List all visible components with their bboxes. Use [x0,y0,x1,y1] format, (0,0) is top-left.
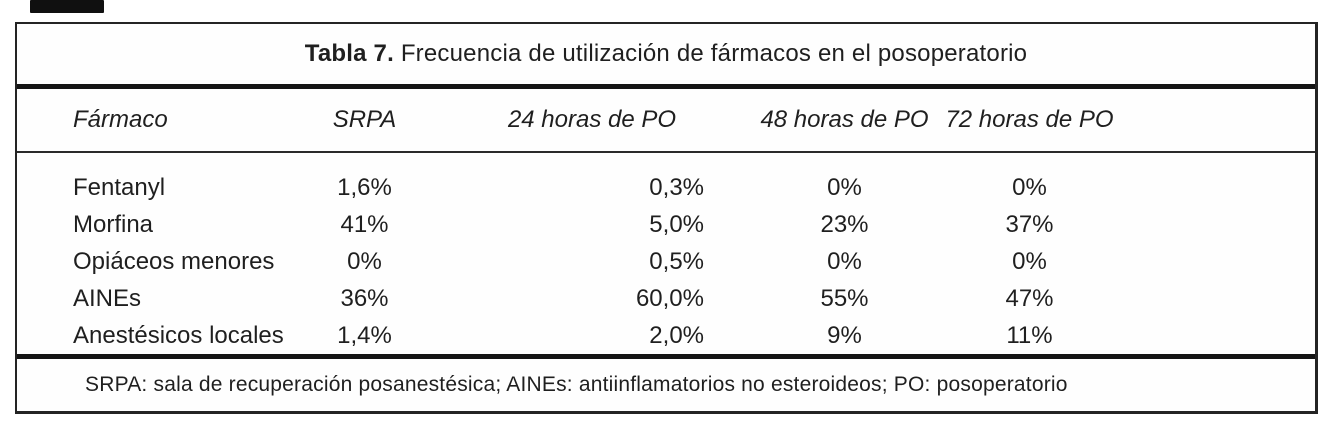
po24-value-cell: 5,0% [649,210,704,238]
drug-frequency-table: Tabla 7. Frecuencia de utilización de fá… [15,22,1318,414]
title-divider-rule [17,84,1315,89]
srpa-value-cell: 36% [340,284,389,312]
po24-value-cell: 0,3% [649,173,704,201]
column-header-srpa: SRPA [332,106,397,133]
drug-name-cell: AINEs [73,284,142,312]
po48-value-cell: 0% [827,173,862,201]
table-number-label: Tabla 7. [304,40,394,67]
column-header-48h-po: 48 horas de PO [760,106,929,133]
table-row: Opiáceos menores 0% 0,5% 0% 0% [17,243,1315,280]
footer-divider-rule [17,354,1315,359]
scan-artifact-mark [30,0,104,13]
column-header-24h-po: 24 horas de PO [507,106,677,133]
po48-value-cell: 9% [827,321,862,349]
header-divider-rule [17,151,1315,153]
column-header-72h-po: 72 horas de PO [945,106,1114,133]
table-row: Anestésicos locales 1,4% 2,0% 9% 11% [17,317,1315,354]
table-title: Tabla 7. Frecuencia de utilización de fá… [17,24,1315,84]
table-title-text: Frecuencia de utilización de fármacos en… [400,40,1028,67]
table-row: Fentanyl 1,6% 0,3% 0% 0% [17,169,1315,206]
drug-name-cell: Morfina [73,210,154,238]
table-body: Fentanyl 1,6% 0,3% 0% 0% Morfina 41% 5,0… [17,153,1315,354]
po48-value-cell: 23% [820,210,869,238]
srpa-value-cell: 41% [340,210,389,238]
footnote-text: SRPA: sala de recuperación posanestésica… [85,373,1068,396]
drug-name-cell: Fentanyl [73,173,166,201]
drug-name-cell: Anestésicos locales [73,321,284,349]
po72-value-cell: 0% [1012,247,1047,275]
po72-value-cell: 11% [1006,321,1053,349]
po24-value-cell: 2,0% [649,321,704,349]
po48-value-cell: 55% [820,284,869,312]
table-row: Morfina 41% 5,0% 23% 37% [17,206,1315,243]
po24-value-cell: 60,0% [635,284,704,312]
po72-value-cell: 37% [1005,210,1054,238]
footnote-row: SRPA: sala de recuperación posanestésica… [17,359,1315,411]
srpa-value-cell: 1,6% [337,173,392,201]
drug-name-cell: Opiáceos menores [73,247,275,275]
column-header-farmaco: Fármaco [73,106,168,133]
srpa-value-cell: 0% [347,247,382,275]
po48-value-cell: 0% [827,247,862,275]
table-row: AINEs 36% 60,0% 55% 47% [17,280,1315,317]
po24-value-cell: 0,5% [649,247,704,275]
srpa-value-cell: 1,4% [337,321,392,349]
po72-value-cell: 47% [1005,284,1054,312]
po72-value-cell: 0% [1012,173,1047,201]
table-header-row: Fármaco SRPA 24 horas de PO 48 horas de … [17,89,1315,151]
